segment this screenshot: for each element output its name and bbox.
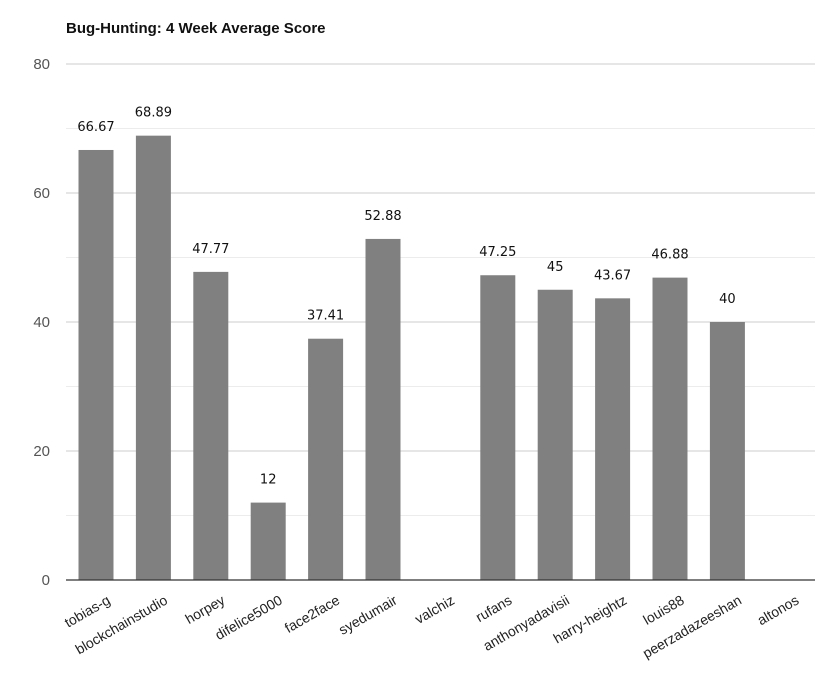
data-label: 43.67 xyxy=(594,268,631,283)
x-tick-label: peerzadazeeshan xyxy=(640,592,744,662)
bar xyxy=(193,271,229,580)
bar xyxy=(308,338,344,580)
bar xyxy=(652,277,688,580)
bar xyxy=(709,322,745,580)
x-tick-label: syedumair xyxy=(336,592,400,638)
chart-title: Bug-Hunting: 4 Week Average Score xyxy=(66,20,326,37)
data-label: 37.41 xyxy=(307,309,344,324)
data-label: 45 xyxy=(547,260,564,275)
x-tick-label: altonos xyxy=(754,592,801,628)
y-tick-label: 60 xyxy=(33,185,50,202)
bar xyxy=(78,149,114,580)
y-tick-label: 20 xyxy=(33,443,50,460)
x-tick-label: valchiz xyxy=(412,592,457,627)
bar xyxy=(135,135,171,581)
bar xyxy=(595,298,631,580)
data-label: 47.77 xyxy=(192,242,229,257)
data-label: 68.89 xyxy=(135,106,172,121)
bar xyxy=(537,289,573,580)
x-tick-label: louis88 xyxy=(640,592,687,628)
x-tick-label: face2face xyxy=(282,592,343,636)
data-label: 52.88 xyxy=(364,209,401,224)
x-tick-label: rufans xyxy=(473,592,515,625)
bar xyxy=(365,238,401,580)
bar xyxy=(250,502,286,580)
bar xyxy=(480,275,516,580)
data-label: 12 xyxy=(260,473,277,488)
y-tick-label: 0 xyxy=(42,572,50,589)
data-label: 47.25 xyxy=(479,245,516,260)
data-label: 40 xyxy=(719,292,736,307)
y-tick-label: 40 xyxy=(33,314,50,331)
data-label: 66.67 xyxy=(77,120,114,135)
data-label: 46.88 xyxy=(651,248,688,263)
x-tick-label: horpey xyxy=(182,592,227,627)
y-tick-label: 80 xyxy=(33,56,50,73)
